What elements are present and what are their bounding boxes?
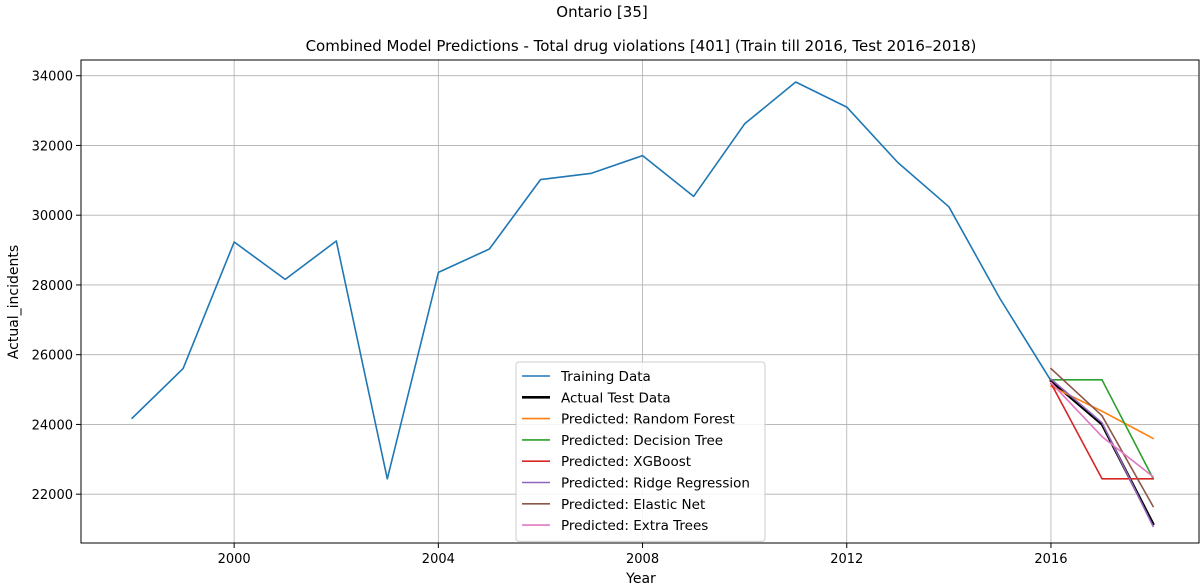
series-line-predicted-elastic-net xyxy=(1049,367,1155,508)
y-tick-label: 32000 xyxy=(32,139,73,154)
x-tick-label: 2012 xyxy=(830,552,863,567)
figure-suptitle: Ontario [35] xyxy=(556,3,647,21)
series-lines xyxy=(130,81,1155,528)
legend-label: Predicted: Elastic Net xyxy=(561,497,705,513)
legend-label: Training Data xyxy=(560,369,651,385)
y-axis-label: Actual_incidents xyxy=(6,245,22,359)
series-line-training-data xyxy=(130,81,1053,480)
y-tick-label: 22000 xyxy=(32,488,73,503)
y-tick-label: 24000 xyxy=(32,418,73,433)
x-tick-label: 2016 xyxy=(1034,552,1067,567)
legend-label: Predicted: Ridge Regression xyxy=(561,476,750,492)
axis-ticks: 2000 2004 2008 2012 2016 22000 24000 26000 28000… xyxy=(32,70,1068,567)
series-line-predicted-decision-tree xyxy=(1050,378,1155,480)
y-tick-label: 26000 xyxy=(32,349,73,364)
legend: Training Data Actual Test Data Predicted: … xyxy=(515,361,766,542)
x-tick-label: 2000 xyxy=(218,552,251,567)
legend-label: Predicted: Decision Tree xyxy=(561,433,723,449)
series-line-predicted-ridge-regression xyxy=(1049,377,1155,528)
legend-label: Actual Test Data xyxy=(561,390,671,406)
chart-title: Combined Model Predictions - Total drug … xyxy=(306,37,977,55)
x-tick-label: 2004 xyxy=(422,552,455,567)
legend-label: Predicted: Random Forest xyxy=(561,412,735,428)
legend-label: Predicted: XGBoost xyxy=(561,454,691,470)
series-line-actual-test-data xyxy=(1049,378,1155,526)
y-tick-label: 30000 xyxy=(32,209,73,224)
plot-frame xyxy=(80,59,1200,544)
series-line-predicted-xgboost xyxy=(1049,382,1154,480)
x-axis-label: Year xyxy=(625,571,656,587)
y-tick-label: 34000 xyxy=(32,70,73,85)
legend-label: Predicted: Extra Trees xyxy=(561,518,708,534)
y-tick-label: 28000 xyxy=(32,279,73,294)
series-line-predicted-extra-trees xyxy=(1049,381,1155,478)
legend-box xyxy=(515,361,766,542)
x-tick-label: 2008 xyxy=(626,552,659,567)
